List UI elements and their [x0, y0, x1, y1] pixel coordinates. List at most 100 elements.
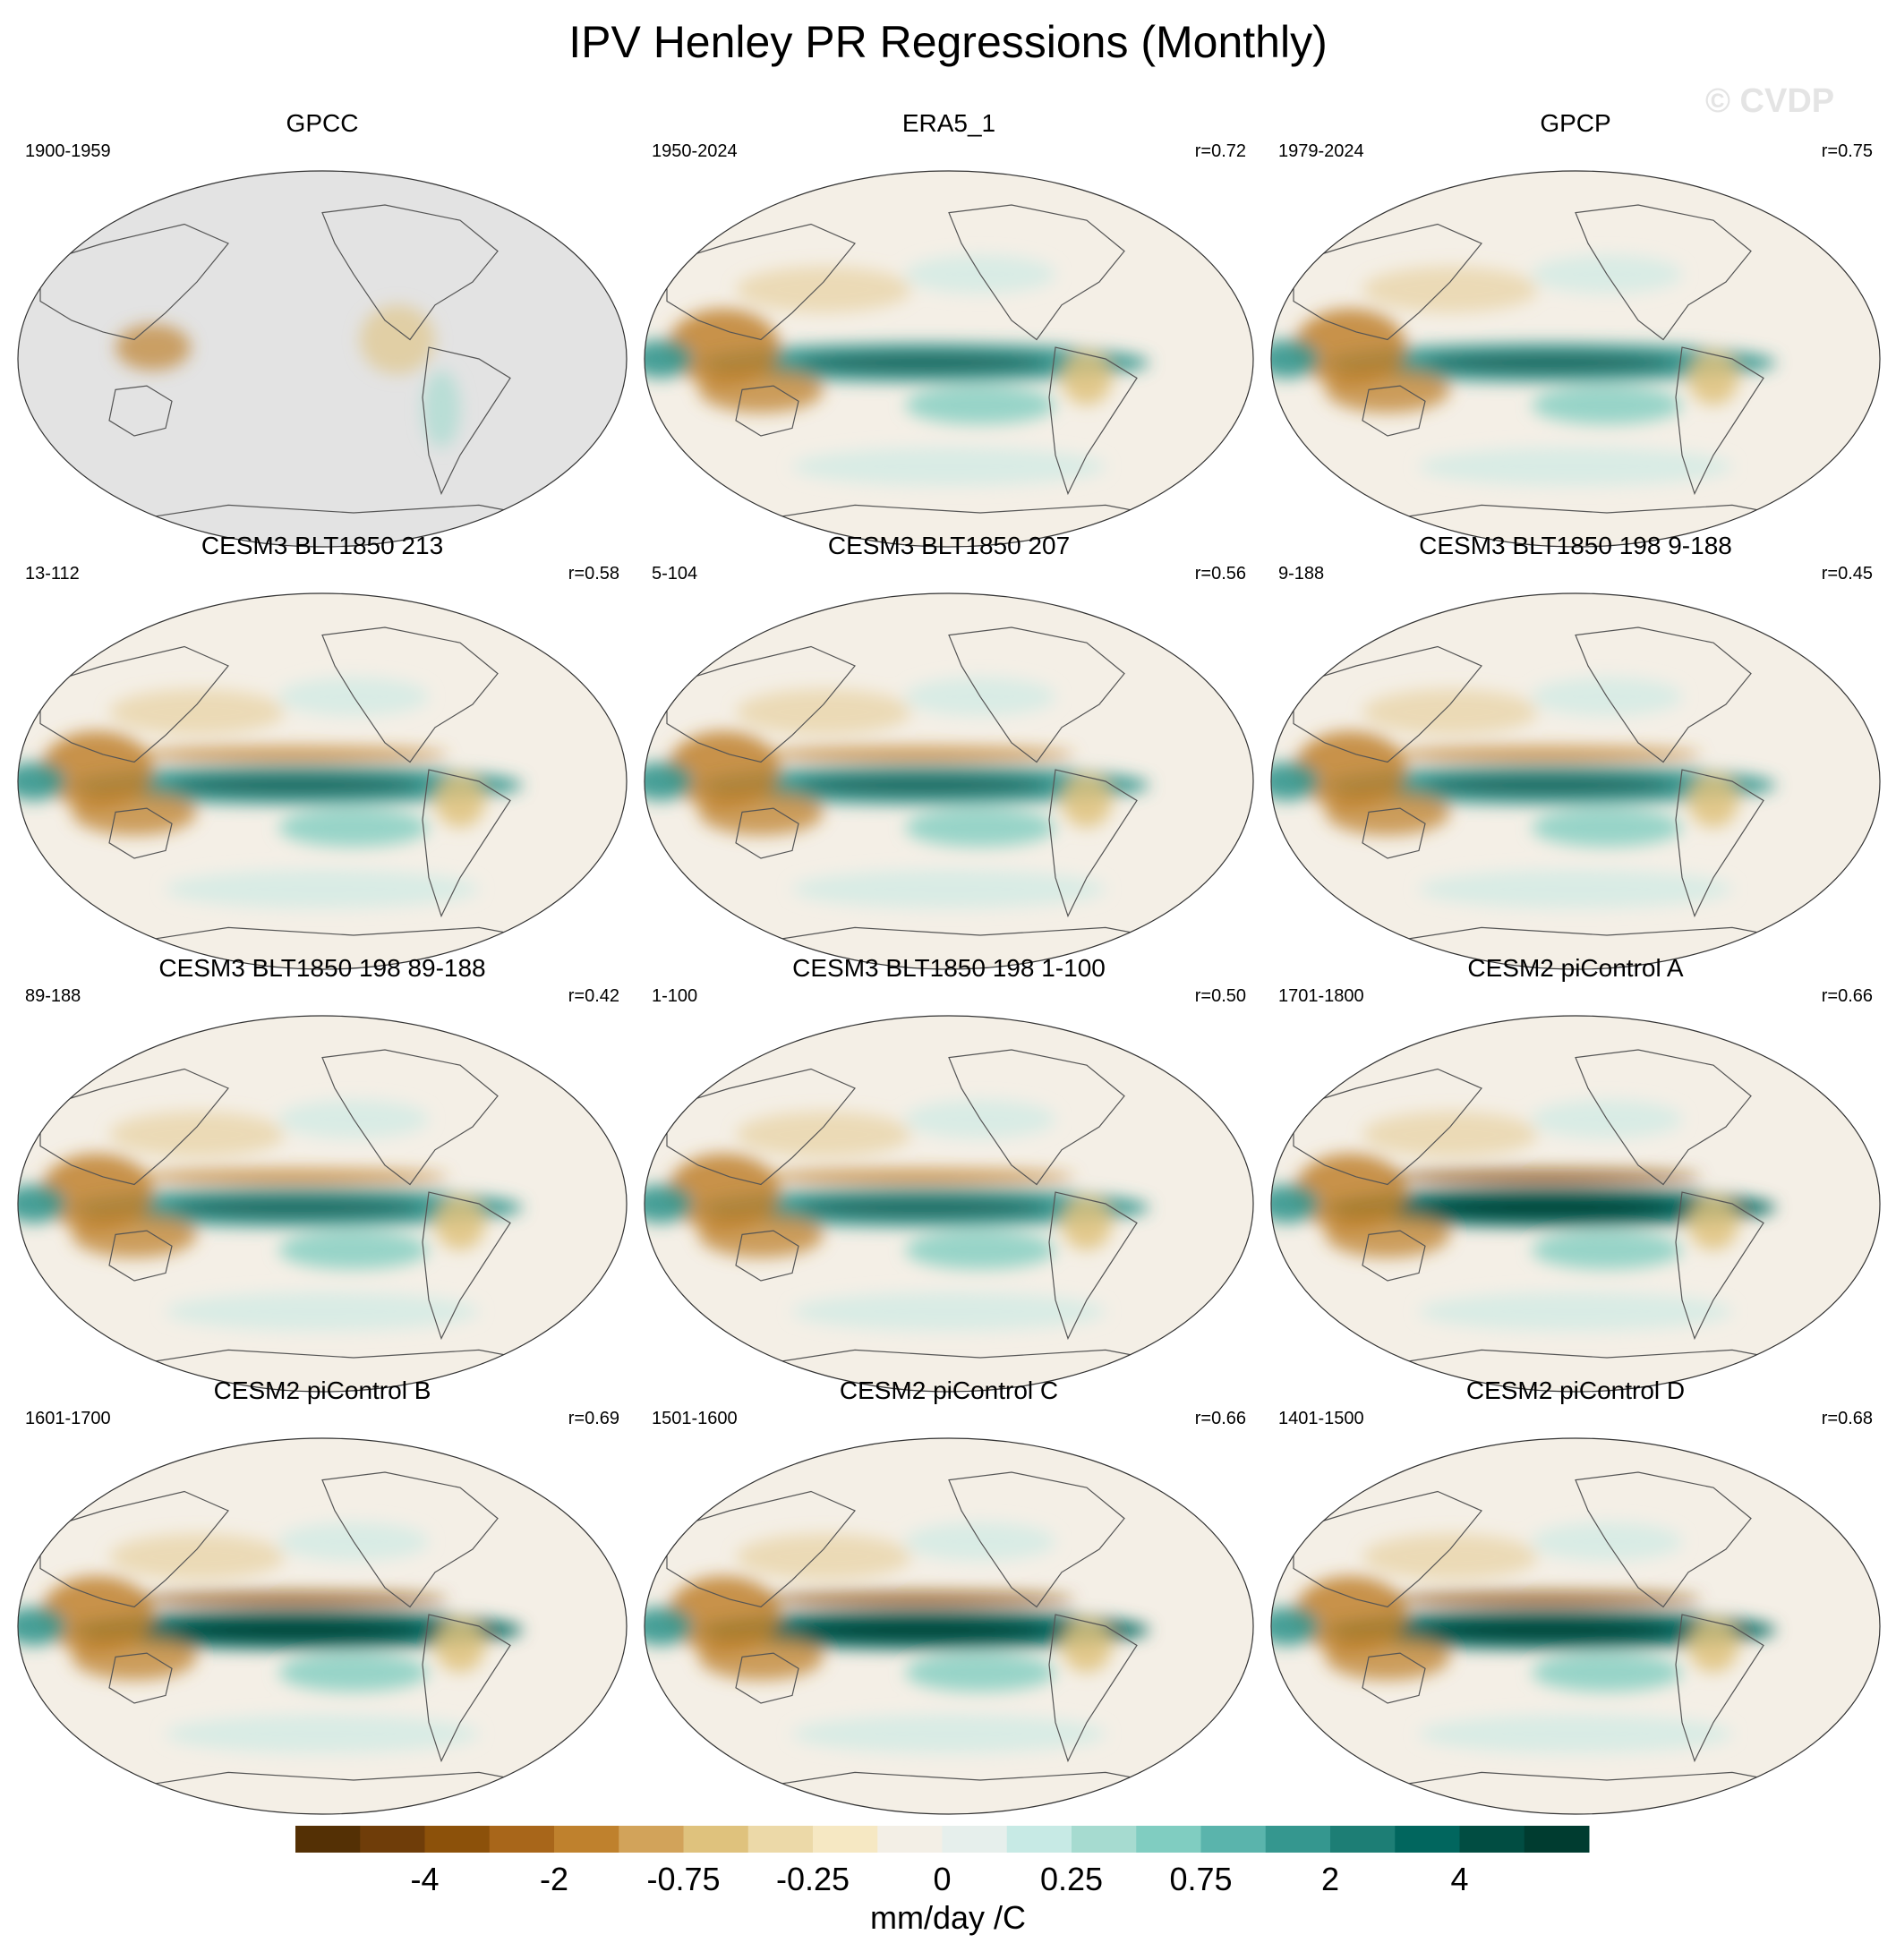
north-pacific-dry-region	[109, 1533, 285, 1581]
north-america-coastline	[948, 204, 1125, 341]
panel-period: 1900-1959	[25, 141, 111, 161]
spcz-wet-arm	[278, 1653, 429, 1692]
amazon-dry	[1062, 1618, 1112, 1673]
colorbar-tick-label: -4	[410, 1861, 439, 1897]
robinson-map	[1270, 1015, 1881, 1393]
australia-coastline	[108, 807, 173, 859]
spcz-wet-arm	[1532, 808, 1682, 848]
map-panel: CESM3 BLT1850 213 13-112 r=0.58	[9, 528, 636, 970]
colorbar-swatch	[683, 1826, 749, 1853]
asia-coastline	[1293, 1490, 1482, 1608]
australia-coastline	[735, 385, 799, 437]
spcz-wet-arm	[1532, 1231, 1682, 1270]
equatorial-pacific-wet-core	[1425, 1620, 1676, 1640]
panel-period: 89-188	[25, 986, 81, 1006]
panel-correlation: r=0.50	[1194, 986, 1246, 1006]
australia-coastline	[108, 1230, 173, 1282]
maritime-continent-dry	[1294, 309, 1406, 387]
map-border	[17, 592, 628, 970]
panel-correlation: r=0.58	[568, 564, 619, 584]
australia-coastline	[735, 807, 799, 859]
equatorial-pacific-wet-core	[1425, 775, 1676, 796]
southern-ocean-wet	[1419, 1714, 1732, 1753]
equatorial-pacific-wet-core	[799, 775, 1049, 796]
robinson-map	[17, 1437, 628, 1815]
australia-coastline	[735, 1230, 799, 1282]
anomaly-blobs	[645, 254, 1149, 486]
panel-correlation: r=0.69	[568, 1409, 619, 1428]
map-panel: CESM2 piControl B 1601-1700 r=0.69	[9, 1373, 636, 1815]
map-panel: CESM3 BLT1850 207 5-104 r=0.56	[636, 528, 1262, 970]
southern-ocean-wet	[792, 1714, 1106, 1753]
robinson-map	[17, 1015, 628, 1393]
south-america-coastline	[1048, 769, 1138, 918]
anomaly-field	[18, 626, 561, 948]
robinson-map	[644, 592, 1254, 970]
australia-dry	[1325, 1211, 1450, 1258]
south-america-coastline	[1675, 1614, 1764, 1763]
anomaly-field	[645, 1049, 1188, 1370]
colorbar-swatch	[747, 1826, 814, 1853]
anomaly-blobs	[1271, 1099, 1776, 1331]
map-panel: ERA5_1 1950-2024 r=0.72	[636, 106, 1262, 548]
colorbar-swatch	[1265, 1826, 1331, 1853]
north-america-coastline	[321, 204, 499, 341]
anomaly-field	[645, 626, 1188, 948]
robinson-map	[17, 170, 628, 548]
spcz-wet-arm	[905, 808, 1055, 848]
north-pacific-dry-strip	[761, 746, 1074, 763]
maritime-dry-patch	[115, 324, 191, 371]
robinson-map	[644, 1437, 1254, 1815]
americas-dry-patch	[360, 304, 435, 375]
colorbar-swatch	[877, 1826, 943, 1853]
panel-title: CESM3 BLT1850 198 89-188	[158, 954, 486, 982]
panel-period: 13-112	[25, 564, 80, 584]
amazon-dry	[435, 773, 485, 828]
australia-dry	[1325, 788, 1450, 836]
southern-ocean-wet	[1419, 447, 1732, 486]
spcz-wet-arm	[1532, 386, 1682, 425]
panel-title: CESM3 BLT1850 198 9-188	[1419, 532, 1732, 559]
south-america-coastline	[1048, 1614, 1138, 1763]
southern-ocean-wet	[1419, 869, 1732, 908]
amazon-dry	[1688, 773, 1738, 828]
colorbar-swatch	[1330, 1826, 1396, 1853]
map-border	[1270, 1015, 1881, 1393]
panel-correlation: r=0.45	[1821, 564, 1873, 584]
spcz-wet-arm	[278, 808, 429, 848]
australia-dry	[72, 1633, 197, 1681]
amazon-dry	[1062, 1196, 1112, 1250]
colorbar: -4 -2 -0.75 -0.25 0 0.25 0.75 2 4	[295, 1826, 1590, 1897]
southern-ocean-wet	[166, 869, 479, 908]
robinson-map	[644, 1015, 1254, 1393]
panel-period: 1950-2024	[652, 141, 738, 161]
southern-ocean-wet	[1419, 1291, 1732, 1331]
amazon-dry	[1688, 1618, 1738, 1673]
north-pacific-dry-region	[109, 1111, 285, 1158]
north-pacific-dry-region	[1362, 1111, 1538, 1158]
colorbar-swatch	[1524, 1826, 1590, 1853]
asia-coastline	[666, 223, 856, 341]
map-border	[644, 592, 1254, 970]
map-border	[1270, 1437, 1881, 1815]
robinson-map	[644, 170, 1254, 548]
colorbar-tick-label: -0.75	[646, 1861, 720, 1897]
panel-period: 5-104	[652, 564, 698, 584]
anomaly-blobs	[1271, 677, 1776, 908]
panel-correlation: r=0.66	[1821, 986, 1873, 1006]
colorbar-swatch	[295, 1826, 361, 1853]
asia-coastline	[39, 223, 229, 341]
amazon-dry	[1062, 351, 1112, 405]
colorbar-tick-label: -0.25	[776, 1861, 850, 1897]
australia-coastline	[108, 1652, 173, 1704]
panel-period: 9-188	[1278, 564, 1325, 584]
colorbar-swatch	[1006, 1826, 1072, 1853]
maritime-continent-dry	[667, 309, 780, 387]
north-america-coastline	[321, 1471, 499, 1608]
colorbar-swatch	[424, 1826, 491, 1853]
equatorial-pacific-wet-core	[172, 1197, 423, 1218]
colorbar-tick-label: 0	[933, 1861, 951, 1897]
map-border	[17, 170, 628, 548]
maritime-continent-dry	[667, 1576, 780, 1654]
map-panel: GPCC 1900-1959	[9, 106, 636, 548]
